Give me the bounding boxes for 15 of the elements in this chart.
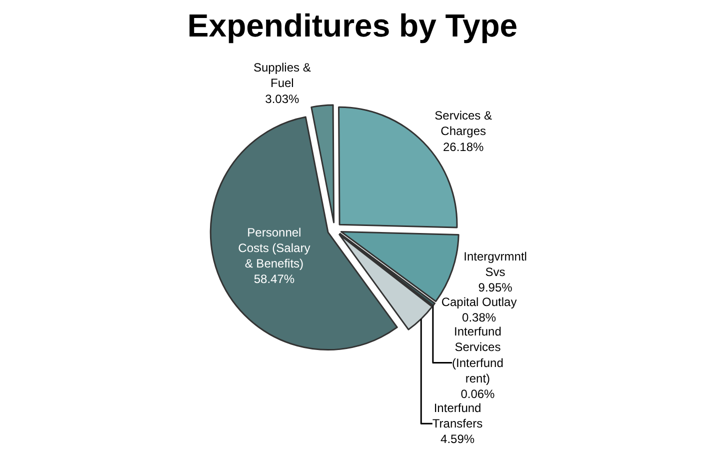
slice-label: Intergvrmntl Svs (464, 250, 527, 280)
slice-label: Personnel Costs (Salary & Benefits) (238, 225, 310, 271)
data-label: 3.03% (265, 92, 300, 106)
data-label: 0.06% (460, 386, 496, 401)
data-label: 0.38% (462, 310, 496, 325)
data-label: 58.47% (254, 272, 295, 286)
slice-label: Supplies & Fuel (253, 60, 311, 90)
slice-label: Capital Outlay (441, 294, 517, 309)
chart-title: Expenditures by Type (187, 7, 518, 44)
data-label: 9.95% (478, 280, 513, 295)
slice-label: Services & Charges (434, 108, 492, 138)
slice-label: Interfund Services (Interfund rent) (452, 324, 504, 386)
data-label: 4.59% (440, 432, 475, 446)
slice-label: Interfund Transfers (432, 400, 483, 431)
data-label: 26.18% (442, 140, 484, 154)
